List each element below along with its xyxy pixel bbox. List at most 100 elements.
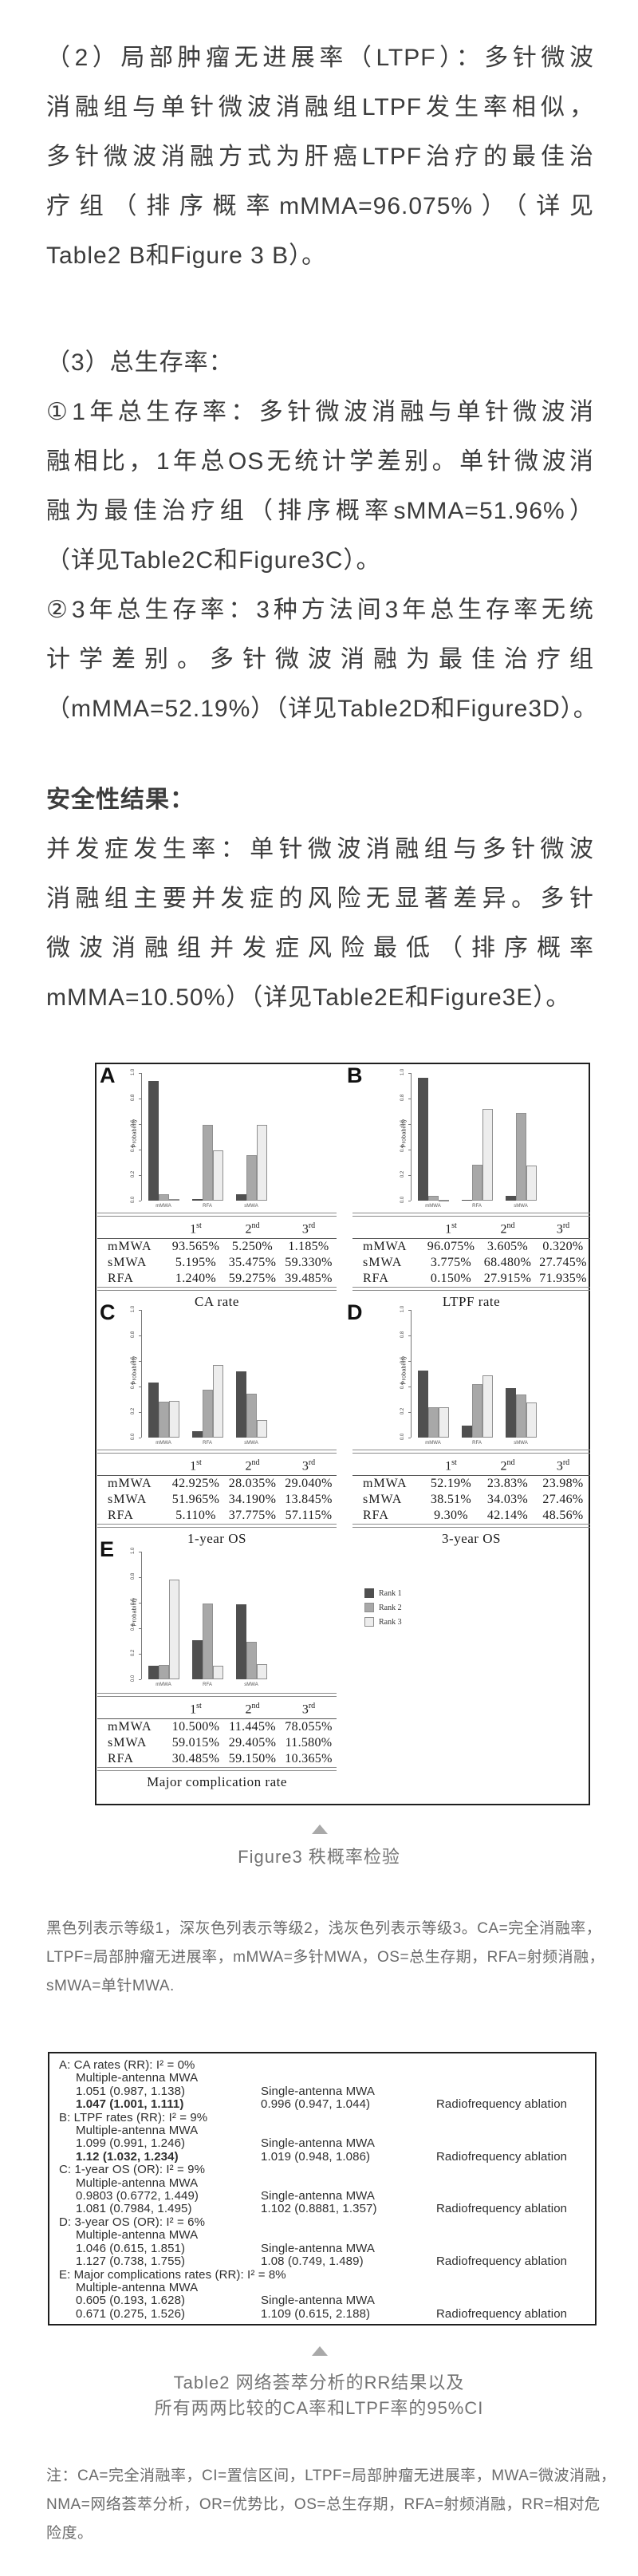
bar-mMWA-rank2 bbox=[428, 1407, 439, 1438]
text-line: 微波消融组并发症风险最低（排序概率 bbox=[46, 935, 594, 961]
y-tick bbox=[139, 1576, 141, 1578]
x-tick-label: sMWA bbox=[244, 1441, 258, 1446]
legend-item: Rank 3 bbox=[364, 1616, 402, 1627]
probability-value: 10.500% bbox=[171, 1720, 220, 1734]
treatment-label: mMWA bbox=[108, 1240, 152, 1254]
table-bottom-rule bbox=[97, 1767, 337, 1772]
panel-caption: 3-year OS bbox=[442, 1531, 501, 1547]
rank-table-header: 1st 2nd 3rd bbox=[352, 1454, 590, 1475]
text-line: LTPF=局部肿瘤无进展率，mMWA=多针MWA，OS=总生存期，RFA=射频消… bbox=[46, 1949, 605, 1966]
y-tick bbox=[408, 1174, 411, 1176]
probability-value: 68.480% bbox=[483, 1256, 532, 1270]
bar-mMWA-rank2 bbox=[159, 1194, 169, 1201]
bar-RFA-rank2 bbox=[472, 1384, 482, 1438]
rank-table-header: 1st 2nd 3rd bbox=[97, 1697, 337, 1718]
y-tick-label: 0.8 bbox=[400, 1094, 405, 1102]
rank-table-row: mMWA 42.925% 28.035% 29.040% bbox=[97, 1476, 337, 1492]
bar-RFA-rank1 bbox=[462, 1200, 472, 1201]
rank-table-row: mMWA 93.565% 5.250% 1.185% bbox=[97, 1239, 337, 1255]
y-tick-label: 0.0 bbox=[131, 1433, 136, 1441]
bar-sMWA-rank3 bbox=[526, 1402, 537, 1438]
probability-value: 27.915% bbox=[483, 1272, 532, 1286]
y-axis bbox=[141, 1310, 142, 1438]
table2-col-rfa: Radiofrequency ablation bbox=[436, 2097, 568, 2112]
probability-value: 38.51% bbox=[430, 1493, 472, 1507]
y-tick-label: 0.8 bbox=[131, 1094, 136, 1102]
table2-box: A: CA rates (RR): I² = 0% Multiple-antenn… bbox=[48, 2052, 597, 2326]
bar-mMWA-rank1 bbox=[418, 1078, 428, 1201]
y-axis bbox=[411, 1073, 412, 1201]
legend-swatch-rank2 bbox=[364, 1603, 374, 1612]
rank-ordinal-suffix: rd bbox=[308, 1458, 316, 1467]
y-tick bbox=[139, 1411, 141, 1413]
text-line: NMA=网络荟萃分析，OR=优势比，OS=总生存期，RFA=射频消融，RR=相对… bbox=[46, 2496, 601, 2513]
table2-col-mma: 0.605 (0.193, 1.628) bbox=[76, 2294, 186, 2308]
rank-table-row: sMWA 59.015% 29.405% 11.580% bbox=[97, 1735, 337, 1751]
panel-caption: CA rate bbox=[195, 1294, 239, 1310]
bar-RFA-rank3 bbox=[213, 1666, 223, 1679]
table2-row: Multiple-antenna MWA bbox=[49, 2176, 595, 2190]
y-tick-label: 1.0 bbox=[400, 1068, 405, 1076]
y-tick bbox=[139, 1335, 141, 1336]
legend-label: Rank 3 bbox=[379, 1617, 402, 1627]
rank-table-row: sMWA 38.51% 34.03% 27.46% bbox=[352, 1492, 590, 1508]
panel-caption: 1-year OS bbox=[187, 1531, 246, 1547]
text-line: 安全性结果： bbox=[46, 787, 195, 813]
bar-mMWA-rank1 bbox=[418, 1371, 428, 1438]
rank-table-header: 1st 2nd 3rd bbox=[97, 1454, 337, 1475]
table2-col-sma: Single-antenna MWA bbox=[261, 2084, 375, 2098]
probability-value: 34.190% bbox=[228, 1493, 277, 1507]
y-tick-label: 1.0 bbox=[131, 1068, 136, 1076]
y-tick-label: 0.2 bbox=[400, 1407, 405, 1415]
treatment-label: sMWA bbox=[108, 1493, 148, 1507]
header-rule bbox=[97, 1475, 337, 1477]
text-line: （2）局部肿瘤无进展率（LTPF）：多针微波 bbox=[46, 45, 594, 71]
header-rule bbox=[97, 1718, 337, 1720]
probability-value: 27.745% bbox=[539, 1256, 587, 1270]
table2-col-sma bbox=[261, 2229, 436, 2242]
table2-col-sma: Single-antenna MWA bbox=[261, 2189, 375, 2203]
legend-item: Rank 1 bbox=[364, 1588, 402, 1599]
table2-col-mma: Multiple-antenna MWA bbox=[76, 2176, 199, 2190]
table-bottom-rule bbox=[352, 1524, 590, 1529]
table2-col-sma: Single-antenna MWA bbox=[261, 2294, 375, 2308]
y-tick-label: 0.4 bbox=[400, 1145, 405, 1153]
bar-sMWA-rank2 bbox=[516, 1113, 526, 1201]
bar-mMWA-rank3 bbox=[439, 1407, 449, 1438]
table2-row: 0.605 (0.193, 1.628) Single-antenna MWA bbox=[49, 2294, 595, 2307]
probability-value: 5.110% bbox=[175, 1509, 216, 1523]
table2-col-mma: 1.046 (0.615, 1.851) bbox=[76, 2241, 186, 2255]
y-tick bbox=[408, 1123, 411, 1125]
bar-RFA-rank3 bbox=[482, 1109, 493, 1201]
rank-ordinal-suffix: rd bbox=[562, 1458, 570, 1467]
bar-RFA-rank1 bbox=[192, 1199, 203, 1201]
bar-RFA-rank2 bbox=[203, 1390, 213, 1438]
probability-value: 93.565% bbox=[171, 1240, 220, 1254]
panel-caption: LTPF rate bbox=[442, 1294, 501, 1310]
rank-table-row: RFA 5.110% 37.775% 57.115% bbox=[97, 1508, 337, 1524]
probability-value: 48.56% bbox=[542, 1509, 584, 1523]
paragraph-p2: （3）总生存率： bbox=[46, 338, 594, 388]
rank-table-B: 1st 2nd 3rd mMWA 96.075% 3.605% 0.320% sMWA 3.77… bbox=[352, 1213, 590, 1310]
bar-RFA-rank3 bbox=[482, 1375, 493, 1438]
text-line: （详见Table2C和Figure3C）。 bbox=[46, 547, 381, 574]
probability-value: 30.485% bbox=[171, 1752, 220, 1766]
text-line: 融为最佳治疗组（排序概率sMMA=51.96%） bbox=[46, 498, 594, 524]
rank-table-row: mMWA 96.075% 3.605% 0.320% bbox=[352, 1239, 590, 1255]
text-line: 消融组与单针微波消融组LTPF发生率相似， bbox=[46, 94, 594, 120]
bar-mMWA-rank3 bbox=[439, 1200, 449, 1201]
rank-column-header: 2nd bbox=[500, 1458, 515, 1473]
rank-column-header: 1st bbox=[190, 1458, 202, 1473]
rank-table-row: RFA 1.240% 59.275% 39.485% bbox=[97, 1271, 337, 1287]
rank-ordinal-suffix: nd bbox=[506, 1221, 515, 1230]
figure-panel-label-C: C bbox=[100, 1300, 116, 1324]
probability-value: 27.46% bbox=[542, 1493, 584, 1507]
probability-value: 9.30% bbox=[434, 1509, 468, 1523]
y-tick-label: 0.8 bbox=[400, 1331, 405, 1339]
table2-row: 1.12 (1.032, 1.234) 1.019 (0.948, 1.086) R… bbox=[49, 2150, 595, 2164]
y-tick bbox=[139, 1072, 141, 1074]
table2-col-mma: 1.051 (0.987, 1.138) bbox=[76, 2084, 186, 2098]
probability-value: 42.925% bbox=[171, 1477, 220, 1491]
table2-row: 0.9803 (0.6772, 1.449) Single-antenna MWA bbox=[49, 2189, 595, 2203]
y-tick bbox=[139, 1360, 141, 1362]
